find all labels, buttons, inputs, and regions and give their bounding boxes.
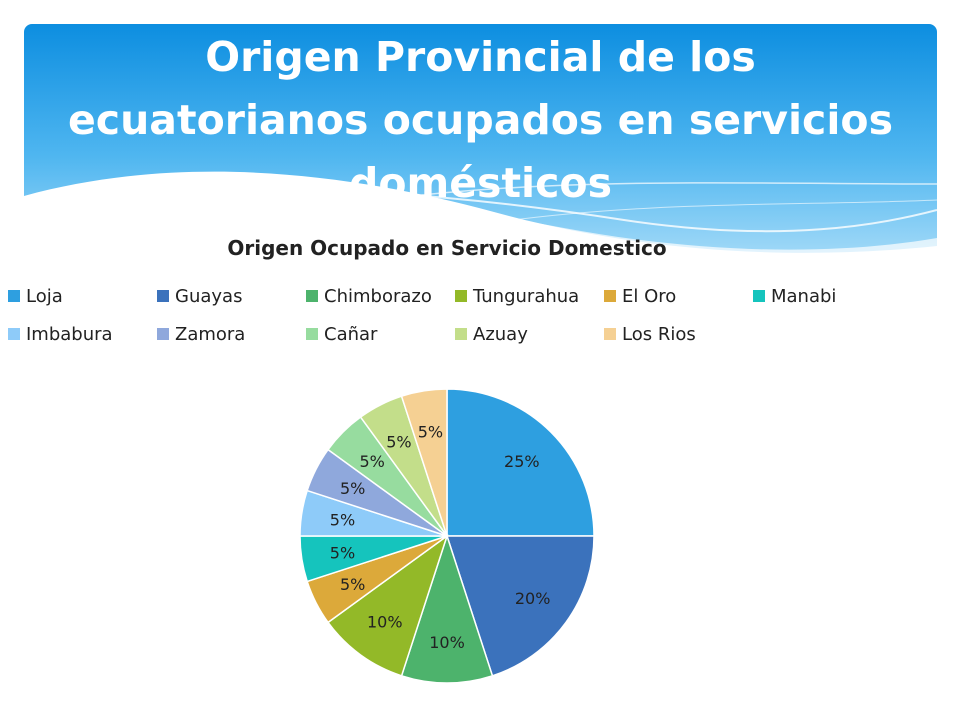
legend-label: El Oro (622, 285, 677, 307)
legend-item-guayas: Guayas (157, 284, 306, 308)
legend-swatch (306, 328, 318, 340)
legend-item-cañar: Cañar (306, 322, 455, 346)
slide-title-line-2: ecuatorianos ocupados en servicios (68, 96, 893, 144)
chart-legend: Loja Guayas Chimborazo Tungurahua El Oro Mana… (8, 284, 908, 346)
pie-slice-los-rios (400, 388, 448, 537)
legend-label: Tungurahua (473, 285, 580, 307)
legend-swatch (604, 290, 616, 302)
legend-label: Imbabura (26, 323, 113, 345)
legend-label: Guayas (175, 285, 243, 307)
legend-swatch (455, 290, 467, 302)
legend-swatch (8, 328, 20, 340)
legend-label: Loja (26, 285, 63, 307)
legend-swatch (604, 328, 616, 340)
legend-item-manabi: Manabi (753, 284, 902, 308)
legend-item-loja: Loja (8, 284, 157, 308)
pie-data-label: 5% (330, 510, 355, 529)
legend-item-imbabura: Imbabura (8, 322, 157, 346)
legend-item-zamora: Zamora (157, 322, 306, 346)
legend-item-tungurahua: Tungurahua (455, 284, 604, 308)
legend-swatch (753, 290, 765, 302)
legend-swatch (157, 290, 169, 302)
pie-slice-loja (446, 388, 595, 537)
legend-item-azuay: Azuay (455, 322, 604, 346)
pie-data-label: 5% (340, 575, 365, 594)
pie-slice-guayas (445, 535, 595, 677)
pie-data-label: 5% (330, 544, 355, 563)
legend-label: Zamora (175, 323, 246, 345)
legend-swatch (157, 328, 169, 340)
banner-background (24, 24, 937, 264)
title-banner (24, 24, 937, 264)
legend-label: Chimborazo (324, 285, 432, 307)
legend-item-los-rios: Los Rios (604, 322, 753, 346)
legend-item-chimborazo: Chimborazo (306, 284, 455, 308)
pie-data-label: 5% (340, 479, 365, 498)
slide-title-line-1: Origen Provincial de los (205, 33, 756, 81)
legend-swatch (455, 328, 467, 340)
pie-data-label: 25% (504, 452, 540, 471)
pie-data-label: 10% (367, 613, 403, 632)
pie-data-label: 5% (359, 452, 384, 471)
legend-label: Cañar (324, 323, 378, 345)
pie-data-label: 10% (429, 633, 465, 652)
pie-slice-tungurahua (327, 534, 449, 677)
legend-label: Los Rios (622, 323, 696, 345)
legend-label: Azuay (473, 323, 528, 345)
pie-data-label: 20% (515, 589, 551, 608)
legend-label: Manabi (771, 285, 837, 307)
slide-title: Origen Provincial de los ecuatorianos oc… (24, 26, 937, 215)
pie-data-label: 5% (418, 422, 443, 441)
pie-data-label: 5% (386, 433, 411, 452)
chart-title: Origen Ocupado en Servicio Domestico (227, 236, 667, 260)
legend-swatch (8, 290, 20, 302)
legend-item-el-oro: El Oro (604, 284, 753, 308)
slide-title-line-3: domésticos (349, 159, 612, 207)
pie-slice-chimborazo (400, 533, 494, 684)
legend-swatch (306, 290, 318, 302)
